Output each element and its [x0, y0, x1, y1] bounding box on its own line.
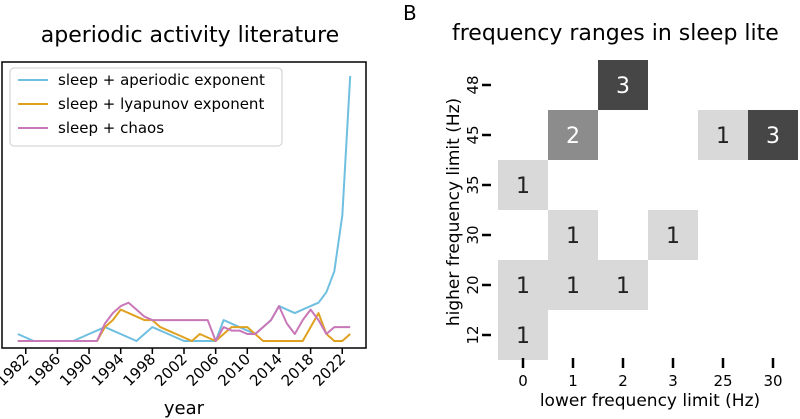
- heatmap-cell: [498, 310, 548, 360]
- x-tick-label: 2022: [309, 350, 349, 390]
- cell-value-label: 1: [516, 174, 530, 199]
- x-axis-ticks: 1982198619901994199820022006201020142018…: [0, 348, 349, 390]
- x-tick-label: 1990: [56, 350, 96, 390]
- cell-value-label: 1: [516, 324, 530, 349]
- heatmap-cell: [548, 110, 598, 160]
- heatmap-cell: [748, 110, 798, 160]
- series-line-2: [17, 301, 351, 342]
- legend-entry: sleep + lyapunov exponent: [58, 95, 264, 113]
- heatmap-panel: B frequency ranges in sleep lite 3 2 1 3 1 1 1…: [403, 1, 798, 411]
- y-tick-label: 48: [464, 75, 482, 94]
- heatmap-x-tick-label: 25: [713, 372, 732, 390]
- legend-box: [9, 67, 283, 147]
- heatmap-x-tick-label: 1: [568, 372, 578, 390]
- line-chart-panel: aperiodic activity literature 1982198619…: [0, 23, 367, 419]
- y-tick-label: 30: [464, 225, 482, 244]
- heatmap-x-tick-label: 2: [618, 372, 628, 390]
- x-tick-label: 2014: [246, 350, 286, 390]
- legend-entry: sleep + aperiodic exponent: [58, 71, 265, 89]
- line-series-group: [17, 75, 352, 342]
- legend-entry: sleep + chaos: [58, 119, 164, 137]
- y-axis-ticks: 48 45 35 30 20 12: [464, 75, 491, 345]
- x-tick-label: 1982: [0, 350, 33, 390]
- heatmap-cell: [648, 210, 698, 260]
- cell-value-label: 1: [566, 274, 580, 299]
- heatmap-cell: [498, 160, 548, 210]
- heatmap-cell: [548, 260, 598, 310]
- panel-label-b: B: [403, 1, 417, 25]
- x-tick-label: 1998: [119, 350, 159, 390]
- x-tick-label: 2018: [278, 350, 318, 390]
- heatmap-cell: [698, 110, 748, 160]
- x-tick-label: 2002: [151, 350, 191, 390]
- y-tick-label: 35: [464, 175, 482, 194]
- cell-value-label: 2: [566, 124, 580, 149]
- heatmap-title: frequency ranges in sleep lite: [452, 21, 779, 46]
- heatmap-x-tick-label: 30: [763, 372, 782, 390]
- heatmap-x-axis-label: lower frequency limit (Hz): [540, 391, 760, 411]
- legend: sleep + aperiodic exponent sleep + lyapun…: [9, 67, 283, 147]
- cell-value-label: 1: [566, 224, 580, 249]
- heatmap-x-tick-label: 3: [668, 372, 678, 390]
- x-tick-label: 1994: [88, 350, 128, 390]
- cell-value-label: 3: [616, 74, 630, 99]
- cell-value-label: 1: [716, 124, 730, 149]
- cell-value-label: 1: [516, 274, 530, 299]
- heatmap-cells: 3 2 1 3 1 1 1 1 1 1 1: [498, 60, 798, 360]
- x-axis-label: year: [164, 398, 205, 419]
- x-tick-label: 2006: [183, 350, 223, 390]
- cell-value-label: 1: [616, 274, 630, 299]
- heatmap-cell: [548, 210, 598, 260]
- y-tick-label: 45: [464, 125, 482, 144]
- heatmap-x-tick-label: 0: [518, 372, 528, 390]
- heatmap-y-axis-label: higher frequency limit (Hz): [444, 98, 464, 326]
- heatmap-cell: [598, 260, 648, 310]
- x-tick-label: 1986: [24, 350, 64, 390]
- x-tick-label: 2010: [214, 350, 254, 390]
- heatmap-cell: [498, 260, 548, 310]
- heatmap-x-axis-ticks: 0 1 2 3 25 30: [518, 358, 783, 390]
- heatmap-cell: [598, 60, 648, 110]
- cell-value-label: 1: [666, 224, 680, 249]
- line-chart-title: aperiodic activity literature: [41, 23, 339, 48]
- cell-value-label: 3: [766, 124, 780, 149]
- y-tick-label: 20: [464, 275, 482, 294]
- y-tick-label: 12: [464, 325, 482, 344]
